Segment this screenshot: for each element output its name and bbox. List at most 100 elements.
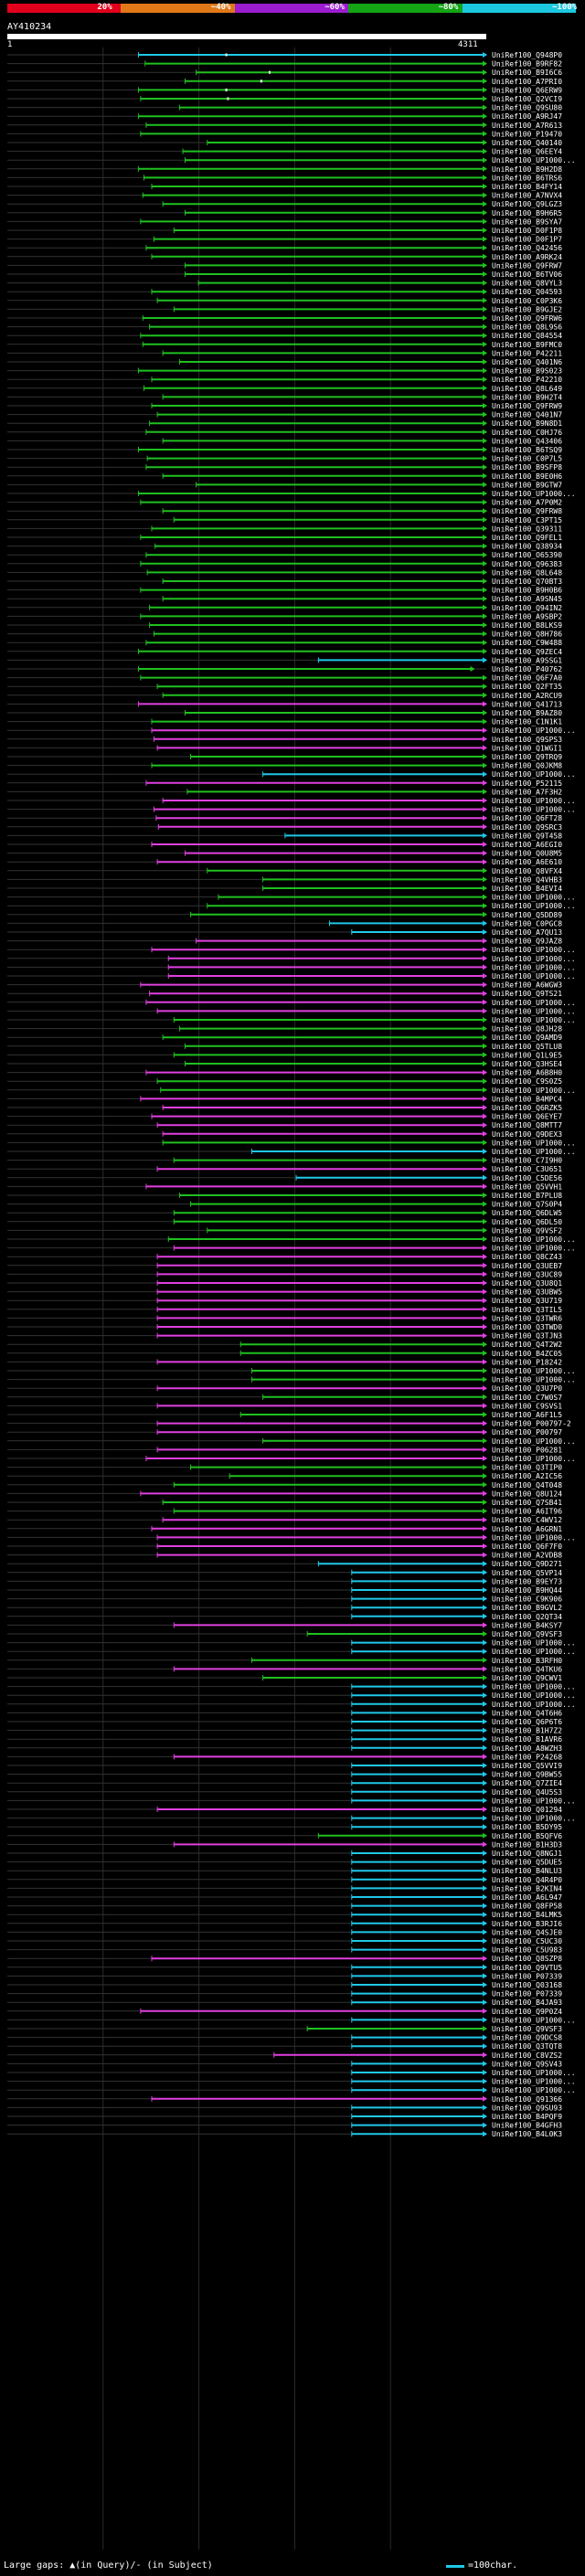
hit-arrowhead <box>483 60 487 67</box>
hit-label: UniRef100_Q948P0 <box>492 51 562 59</box>
hit-label: UniRef100_Q9SU93 <box>492 2104 562 2112</box>
legend-segment <box>462 4 576 13</box>
hit-label: UniRef100_UP1000... <box>492 2069 576 2077</box>
hit-label: UniRef100_Q3TJN3 <box>492 1332 562 1341</box>
hit-label: UniRef100_UP1000... <box>492 2016 576 2024</box>
hit-arrowhead <box>483 78 487 84</box>
hit-label: UniRef100_UP1000... <box>492 1007 576 1015</box>
hit-arrowhead <box>483 455 487 461</box>
hit-arrowhead <box>483 2122 487 2128</box>
hit-label: UniRef100_Q9VTU5 <box>492 1964 562 1972</box>
hit-label: UniRef100_Q3UC89 <box>492 1270 562 1278</box>
hit-label: UniRef100_C1N1K1 <box>492 718 562 726</box>
scale-start: 1 <box>7 40 13 49</box>
hit-label: UniRef100_Q401N6 <box>492 358 562 366</box>
hit-arrowhead <box>483 140 487 145</box>
hit-arrowhead <box>483 1368 487 1373</box>
hit-arrowhead <box>483 1841 487 1848</box>
hit-label: UniRef100_Q6FT28 <box>492 814 562 822</box>
hit-label: UniRef100_Q4VHB3 <box>492 875 562 884</box>
hit-label: UniRef100_A6WGW3 <box>492 981 562 990</box>
hit-arrowhead <box>483 1692 487 1699</box>
hit-label: UniRef100_Q3TWR6 <box>492 1314 562 1322</box>
hit-label: UniRef100_Q6EYE7 <box>492 1113 562 1121</box>
hit-arrowhead <box>483 2131 487 2137</box>
hit-label: UniRef100_Q3TQT8 <box>492 2042 562 2051</box>
hit-arrowhead <box>483 1534 487 1541</box>
hit-label: UniRef100_Q8CZ43 <box>492 1253 562 1261</box>
hit-arrowhead <box>483 596 487 602</box>
hit-arrowhead <box>483 1763 487 1768</box>
hit-label: UniRef100_C0HJ76 <box>492 429 562 437</box>
legend-label: ~40% <box>210 3 231 12</box>
hit-arrowhead <box>483 2034 487 2041</box>
hit-label: UniRef100_A7F3H2 <box>492 788 562 796</box>
hit-label: UniRef100_UP1000... <box>492 797 576 805</box>
hit-arrowhead <box>483 1403 487 1409</box>
legend-label: ~60% <box>324 3 345 12</box>
hit-arrowhead <box>483 1236 487 1242</box>
gap-marker <box>225 88 228 91</box>
hit-arrowhead <box>483 1894 487 1900</box>
hit-arrowhead <box>483 192 487 198</box>
hit-label: UniRef100_B9H6R5 <box>492 209 562 217</box>
hit-arrowhead <box>483 578 487 584</box>
hit-arrowhead <box>483 1946 487 1953</box>
hit-arrowhead <box>483 929 487 935</box>
hit-label: UniRef100_Q9JAZ8 <box>492 938 562 946</box>
hit-arrowhead <box>483 718 487 725</box>
hit-label: UniRef100_Q3U8Q1 <box>492 1279 562 1288</box>
hit-label: UniRef100_UP1000... <box>492 1455 576 1463</box>
hit-label: UniRef100_Q9SV43 <box>492 2060 562 2068</box>
hit-label: UniRef100_Q9TRQ9 <box>492 753 562 761</box>
hit-arrowhead <box>483 131 487 137</box>
hit-label: UniRef100_Q9AMD9 <box>492 1034 562 1042</box>
hit-label: UniRef100_A7P0M2 <box>492 499 562 507</box>
hit-label: UniRef100_UP1000... <box>492 955 576 963</box>
hit-label: UniRef100_Q40140 <box>492 139 562 147</box>
hit-label: UniRef100_C7I9H0 <box>492 1157 562 1165</box>
hit-label: UniRef100_P24268 <box>492 1753 562 1761</box>
hit-label: UniRef100_B7PLU8 <box>492 1192 562 1200</box>
hit-arrowhead <box>483 1096 487 1102</box>
hit-arrowhead <box>483 947 487 953</box>
hit-arrowhead <box>483 779 487 786</box>
hit-label: UniRef100_C0P3K6 <box>492 297 562 305</box>
hit-arrowhead <box>483 560 487 567</box>
hit-arrowhead <box>483 420 487 427</box>
hit-arrowhead <box>483 1832 487 1839</box>
hit-arrowhead <box>483 69 487 76</box>
hit-label: UniRef100_B9SYA7 <box>492 217 562 226</box>
hit-arrowhead <box>483 1254 487 1260</box>
hit-arrowhead <box>483 464 487 471</box>
hit-label: UniRef100_A6B8H0 <box>492 1069 562 1077</box>
hit-arrowhead <box>483 403 487 408</box>
hit-label: UniRef100_Q5VP14 <box>492 1569 562 1577</box>
hit-arrowhead <box>483 333 487 339</box>
hit-label: UniRef100_UP1000... <box>492 1016 576 1024</box>
hit-arrowhead <box>483 1043 487 1049</box>
hit-arrowhead <box>483 1675 487 1680</box>
hit-arrowhead <box>483 2087 487 2094</box>
hit-label: UniRef100_Q3TIP0 <box>492 1464 562 1472</box>
hit-arrowhead <box>483 920 487 927</box>
hit-arrowhead <box>483 1456 487 1461</box>
hit-label: UniRef100_Q401N7 <box>492 411 562 419</box>
hit-label: UniRef100_B9E0H6 <box>492 472 562 481</box>
hit-label: UniRef100_B1AVR6 <box>492 1735 562 1744</box>
footer: Large gaps: ▲(in Query)/- (in Subject) =… <box>0 2556 585 2576</box>
hit-label: UniRef100_Q5TLU8 <box>492 1043 562 1051</box>
hit-label: UniRef100_Q0JKM8 <box>492 762 562 770</box>
hit-label: UniRef100_UP1000... <box>492 894 576 902</box>
hit-arrowhead <box>483 674 487 681</box>
hit-arrowhead <box>483 447 487 452</box>
hit-label: UniRef100_P00797-2 <box>492 1420 571 1428</box>
hit-label: UniRef100_B9I6C6 <box>492 69 562 77</box>
hit-arrowhead <box>483 1788 487 1795</box>
hit-label: UniRef100_B4FY14 <box>492 183 562 191</box>
hit-label: UniRef100_Q9FRW6 <box>492 314 562 323</box>
hit-arrowhead <box>483 1552 487 1558</box>
hit-label: UniRef100_C5U983 <box>492 1946 562 1955</box>
hit-label: UniRef100_Q8U124 <box>492 1489 562 1498</box>
hit-label: UniRef100_C5UC30 <box>492 1937 562 1945</box>
